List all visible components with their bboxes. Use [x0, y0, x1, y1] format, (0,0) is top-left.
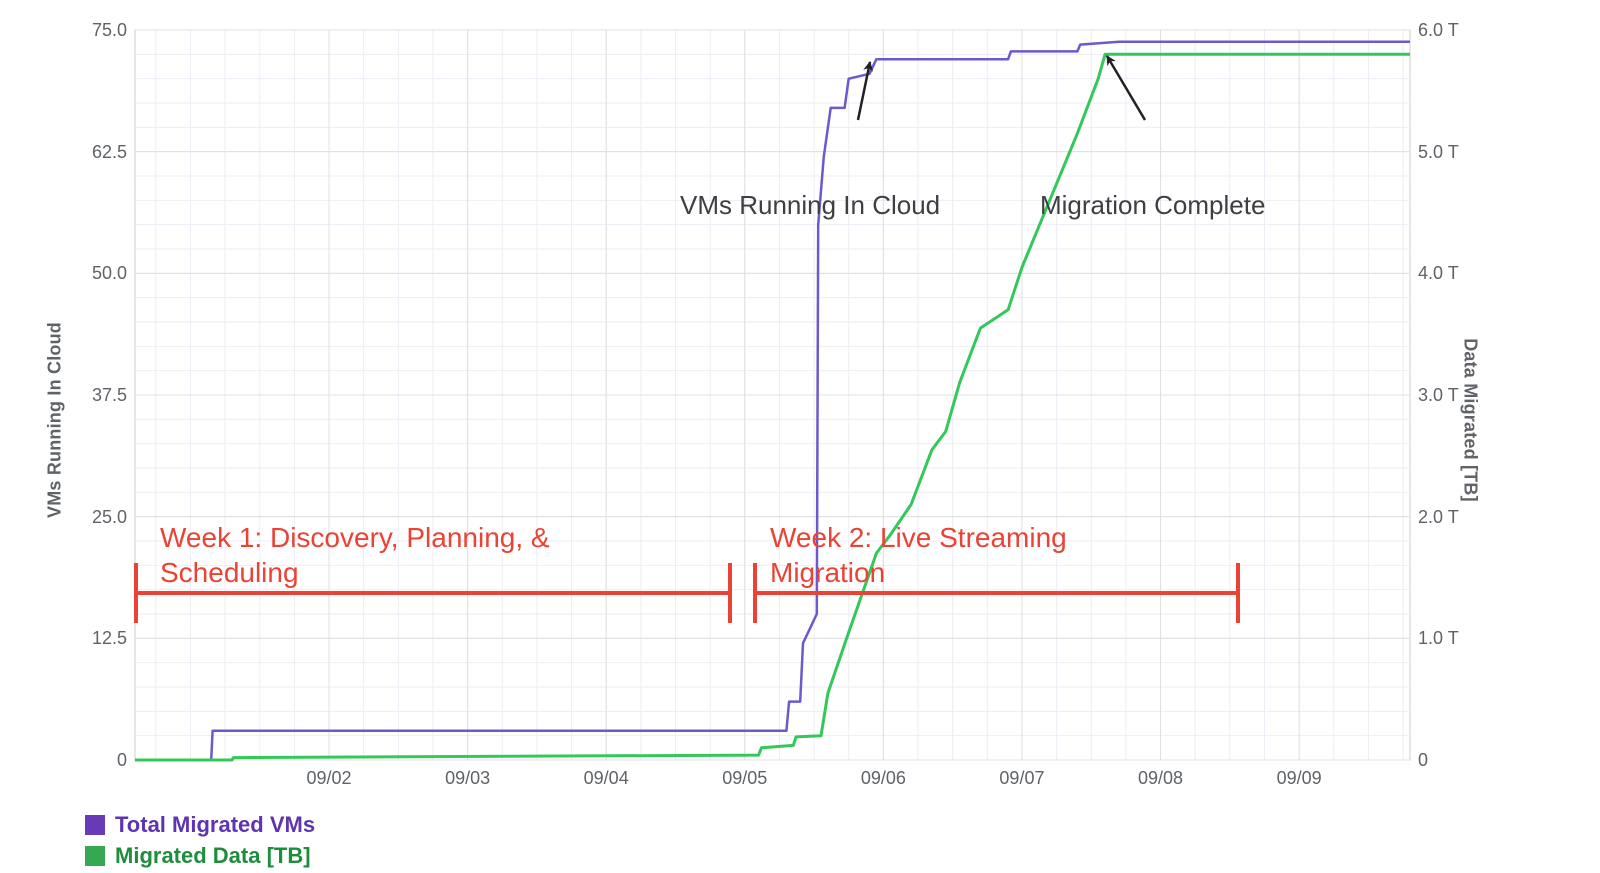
y-right-tick: 2.0 T — [1418, 507, 1468, 528]
x-tick: 09/09 — [1259, 768, 1339, 789]
y-right-tick: 3.0 T — [1418, 385, 1468, 406]
y-right-tick: 4.0 T — [1418, 263, 1468, 284]
x-tick: 09/04 — [566, 768, 646, 789]
x-tick: 09/05 — [705, 768, 785, 789]
y-left-tick: 50.0 — [77, 263, 127, 284]
y-left-tick: 75.0 — [77, 20, 127, 41]
annotation-migration-complete: Migration Complete — [1040, 190, 1265, 221]
y-right-tick: 5.0 T — [1418, 142, 1468, 163]
chart-root: VMs Running In Cloud Data Migrated [TB] … — [0, 0, 1600, 873]
annotation-week1: Week 1: Discovery, Planning, &Scheduling — [160, 520, 550, 590]
legend-item-vms: Total Migrated VMs — [85, 810, 315, 841]
y-right-tick: 6.0 T — [1418, 20, 1468, 41]
legend-swatch-data — [85, 846, 105, 866]
annotation-vms-running: VMs Running In Cloud — [680, 190, 940, 221]
y-left-tick: 12.5 — [77, 628, 127, 649]
legend-label-vms: Total Migrated VMs — [115, 810, 315, 841]
x-tick: 09/07 — [982, 768, 1062, 789]
x-tick: 09/06 — [843, 768, 923, 789]
y-right-tick: 1.0 T — [1418, 628, 1468, 649]
y-right-tick: 0 — [1418, 750, 1468, 771]
legend-label-data: Migrated Data [TB] — [115, 841, 311, 872]
annotation-week2: Week 2: Live StreamingMigration — [770, 520, 1067, 590]
legend-swatch-vms — [85, 815, 105, 835]
y-left-tick: 0 — [77, 750, 127, 771]
y-left-axis-title: VMs Running In Cloud — [45, 322, 66, 518]
x-tick: 09/03 — [428, 768, 508, 789]
y-left-tick: 37.5 — [77, 385, 127, 406]
x-tick: 09/02 — [289, 768, 369, 789]
x-tick: 09/08 — [1121, 768, 1201, 789]
chart-svg — [0, 0, 1600, 873]
y-right-axis-title: Data Migrated [TB] — [1460, 338, 1481, 502]
legend: Total Migrated VMs Migrated Data [TB] — [85, 810, 315, 872]
y-left-tick: 25.0 — [77, 507, 127, 528]
y-left-tick: 62.5 — [77, 142, 127, 163]
legend-item-data: Migrated Data [TB] — [85, 841, 315, 872]
